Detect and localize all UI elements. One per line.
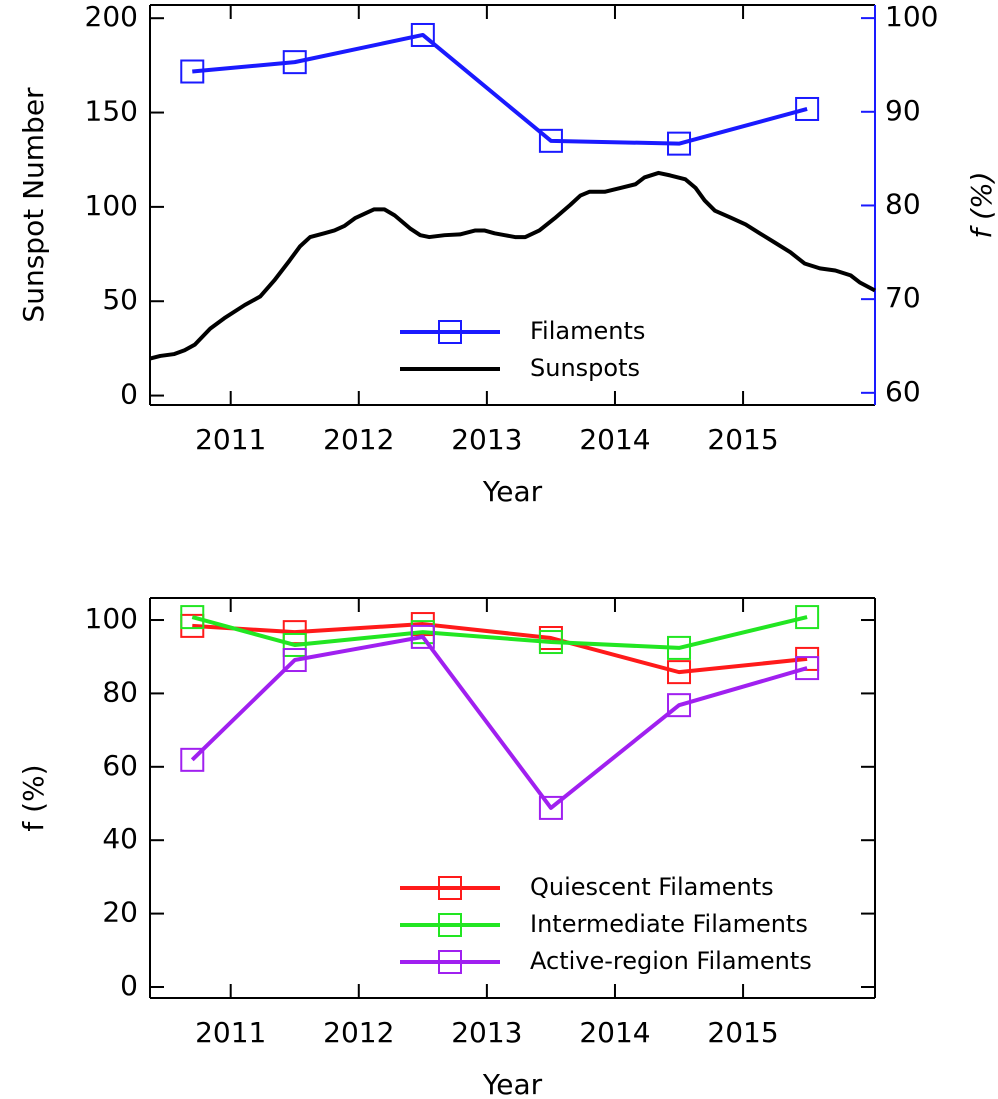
series-line <box>192 32 808 146</box>
series-line <box>192 622 808 675</box>
legend-marker <box>438 320 462 344</box>
y2-tick-label: 90 <box>885 94 921 127</box>
y2-tick-label: 60 <box>885 375 921 408</box>
legend-label: Filaments <box>530 317 645 345</box>
marker <box>538 128 563 153</box>
marker <box>538 630 563 655</box>
x-axis-label: Year <box>482 1068 543 1099</box>
x-tick-label: 2013 <box>451 423 522 456</box>
marker <box>180 605 205 630</box>
y-axis-label: Sunspot Number <box>17 87 50 323</box>
marker <box>795 656 820 681</box>
x-tick-label: 2013 <box>451 1016 522 1049</box>
y-tick-label: 0 <box>120 969 138 1002</box>
y-tick-label: 200 <box>85 0 138 33</box>
marker <box>282 632 307 657</box>
marker <box>410 22 435 47</box>
series-line <box>191 615 808 650</box>
x-tick-label: 2012 <box>323 423 394 456</box>
legend-label: Quiescent Filaments <box>530 873 774 901</box>
y2-tick-label: 70 <box>885 281 921 314</box>
legend-label: Sunspots <box>530 354 640 382</box>
legend-marker <box>438 913 462 937</box>
y-tick-label: 100 <box>85 602 138 635</box>
x-tick-label: 2015 <box>707 1016 778 1049</box>
marker <box>667 693 692 718</box>
y2-tick-label: 80 <box>885 187 921 220</box>
marker <box>538 795 563 820</box>
marker <box>667 131 692 156</box>
y-tick-label: 80 <box>102 675 138 708</box>
marker <box>180 747 205 772</box>
marker <box>667 660 692 685</box>
series-line <box>149 170 876 361</box>
x-tick-label: 2015 <box>707 423 778 456</box>
marker <box>795 605 820 630</box>
legend-marker <box>438 950 462 974</box>
x-tick-label: 2014 <box>579 423 650 456</box>
legend-marker <box>438 876 462 900</box>
x-axis-label: Year <box>482 475 543 508</box>
y2-axis-label: f (%) <box>965 171 998 238</box>
y-tick-label: 0 <box>120 378 138 411</box>
y-tick-label: 60 <box>102 749 138 782</box>
marker <box>795 96 820 121</box>
y-tick-label: 50 <box>102 283 138 316</box>
x-tick-label: 2014 <box>579 1016 650 1049</box>
marker <box>410 624 435 649</box>
series-line <box>190 634 808 810</box>
legend-label: Intermediate Filaments <box>530 910 808 938</box>
marker <box>180 59 205 84</box>
x-tick-label: 2012 <box>323 1016 394 1049</box>
y-tick-label: 100 <box>85 189 138 222</box>
y-tick-label: 40 <box>102 822 138 855</box>
marker <box>667 635 692 660</box>
marker <box>282 50 307 75</box>
x-tick-label: 2011 <box>195 1016 266 1049</box>
marker <box>282 648 307 673</box>
y2-tick-label: 100 <box>885 0 938 33</box>
y-tick-label: 150 <box>85 95 138 128</box>
x-tick-label: 2011 <box>195 423 266 456</box>
legend-label: Active-region Filaments <box>530 947 812 975</box>
y-axis-label: f (%) <box>17 764 50 831</box>
y-tick-label: 20 <box>102 896 138 929</box>
